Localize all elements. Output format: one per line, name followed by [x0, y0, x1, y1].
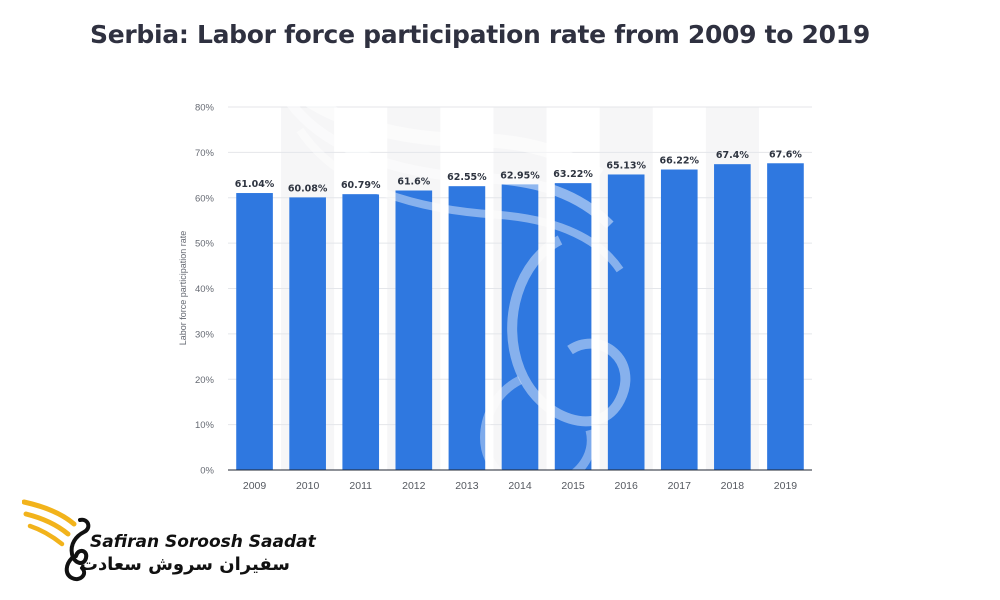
- bar: [236, 193, 273, 470]
- y-tick-label: 60%: [195, 193, 215, 204]
- bar: [660, 169, 698, 471]
- logo-name-en: Safiran Soroosh Saadat: [90, 532, 316, 552]
- data-label: 66.22%: [659, 156, 699, 167]
- x-tick-label: 2019: [774, 480, 798, 492]
- y-axis-title: Labor force participation rate: [178, 231, 188, 346]
- company-logo: Safiran Soroosh Saadat سفیران سروش سعادت: [22, 494, 316, 584]
- y-axis-ticks: 0% 10% 20% 30% 40% 50% 60% 70% 80%: [195, 103, 215, 477]
- data-label: 61.04%: [235, 179, 275, 190]
- y-tick-label: 50%: [195, 239, 215, 250]
- y-tick-label: 80%: [195, 103, 215, 114]
- data-label: 67.6%: [769, 149, 802, 160]
- bar-series: [236, 163, 804, 471]
- x-tick-label: 2010: [296, 480, 320, 492]
- x-tick-label: 2009: [243, 480, 267, 492]
- data-label: 61.6%: [397, 176, 430, 187]
- golden-wing-bird-icon: [22, 499, 91, 581]
- y-tick-label: 20%: [195, 375, 215, 386]
- chart-title: Serbia: Labor force participation rate f…: [90, 20, 870, 49]
- y-tick-label: 40%: [195, 284, 215, 295]
- bar: [395, 190, 433, 471]
- logo-name-fa: سفیران سروش سعادت: [79, 554, 290, 575]
- x-tick-label: 2011: [349, 480, 372, 492]
- x-axis-labels: 2009 2010 2011 2012 2013 2014 2015 2016 2017 2018…: [243, 480, 797, 492]
- data-label: 65.13%: [606, 160, 646, 171]
- bar: [289, 197, 326, 470]
- y-tick-label: 30%: [195, 329, 215, 340]
- bar: [342, 194, 380, 470]
- wing-bird-watermark-icon: [262, 57, 631, 491]
- bar: [714, 164, 751, 471]
- x-tick-label: 2016: [615, 480, 639, 492]
- y-tick-label: 10%: [195, 420, 215, 431]
- data-label: 67.4%: [716, 150, 749, 161]
- data-label: 60.79%: [341, 180, 381, 191]
- x-tick-label: 2018: [721, 480, 745, 492]
- data-label: 62.95%: [500, 170, 540, 181]
- x-tick-label: 2014: [508, 480, 532, 492]
- data-label: 62.55%: [447, 172, 487, 183]
- data-label: 63.22%: [553, 169, 593, 180]
- y-tick-label: 70%: [195, 148, 215, 159]
- x-tick-label: 2017: [668, 480, 692, 492]
- bar: [767, 163, 804, 470]
- x-tick-label: 2015: [561, 480, 585, 492]
- bar: [554, 183, 592, 470]
- y-tick-label: 0%: [200, 466, 214, 477]
- bar: [607, 174, 645, 470]
- data-labels: 61.04% 60.08% 60.79% 61.6% 62.55% 62.95% 63.22…: [235, 149, 803, 194]
- bar: [448, 186, 486, 470]
- x-tick-label: 2013: [455, 480, 479, 492]
- bar: [501, 184, 539, 470]
- data-label: 60.08%: [288, 183, 328, 194]
- x-tick-label: 2012: [402, 480, 426, 492]
